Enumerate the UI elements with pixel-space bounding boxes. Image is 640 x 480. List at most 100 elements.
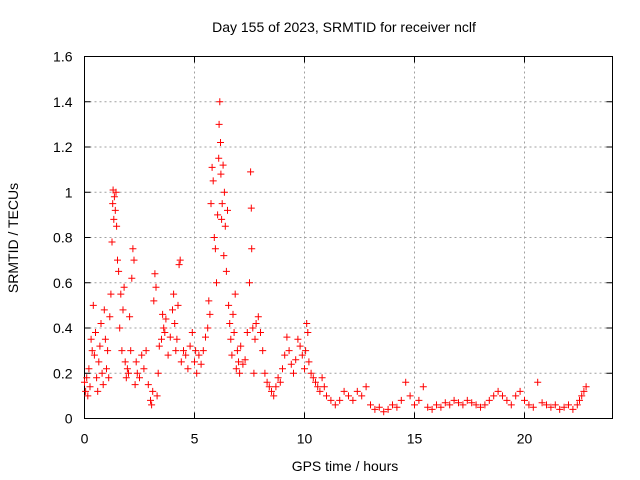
data-point [292, 356, 300, 364]
data-point [169, 306, 176, 314]
data-point [298, 351, 306, 359]
data-point [318, 374, 326, 382]
chart-title: Day 155 of 2023, SRMTID for receiver ncl… [212, 19, 476, 35]
y-tick-label: 0.2 [53, 365, 73, 381]
data-point [302, 347, 310, 355]
data-point [252, 320, 260, 327]
data-point [206, 310, 214, 318]
data-point [259, 347, 267, 355]
data-point [106, 313, 114, 321]
data-point [371, 405, 379, 413]
y-tick-label: 1.4 [53, 94, 73, 110]
data-point [129, 245, 137, 253]
data-point [384, 405, 392, 413]
data-point [115, 267, 123, 275]
grid [84, 56, 613, 419]
data-point [101, 335, 109, 343]
data-point [507, 401, 515, 409]
data-point [220, 252, 228, 260]
data-point [109, 200, 117, 208]
data-point [120, 283, 128, 291]
data-point [296, 342, 304, 350]
y-tick-label: 1.6 [53, 49, 73, 65]
data-point [402, 378, 410, 386]
data-point [199, 347, 207, 355]
data-point [116, 324, 124, 332]
data-point [142, 347, 150, 355]
data-point [219, 161, 227, 169]
data-point [459, 401, 467, 409]
data-point [303, 320, 311, 327]
data-point [450, 396, 458, 404]
data-point [294, 335, 302, 343]
data-point [472, 401, 480, 409]
data-point [173, 335, 181, 343]
data-point [274, 374, 282, 382]
data-point [272, 383, 280, 391]
data-point [248, 245, 256, 253]
data-point [525, 401, 533, 409]
data-point [182, 351, 190, 359]
data-point [437, 403, 445, 411]
data-point [175, 261, 183, 269]
data-point [249, 324, 257, 332]
data-point [208, 163, 216, 171]
data-point [150, 297, 158, 305]
data-point [228, 351, 236, 359]
data-point [166, 333, 174, 341]
data-point [209, 177, 217, 185]
data-point [97, 320, 105, 327]
data-point [186, 342, 194, 350]
data-point [247, 204, 255, 212]
data-point [485, 396, 493, 404]
data-point [149, 387, 157, 395]
data-point [241, 356, 249, 364]
data-point [117, 290, 125, 298]
data-point [314, 383, 322, 391]
data-point [226, 320, 234, 327]
data-point [304, 329, 312, 336]
data-point [111, 206, 119, 214]
data-point [503, 396, 511, 404]
data-point [279, 365, 286, 373]
y-tick-label: 0.8 [53, 230, 73, 246]
data-point [216, 98, 224, 106]
data-point [171, 320, 179, 327]
data-point [419, 383, 427, 391]
data-point [512, 392, 520, 400]
data-point [547, 403, 555, 411]
data-point [159, 310, 167, 318]
x-tick-label: 5 [191, 431, 199, 447]
data-point [122, 374, 130, 382]
data-point [551, 401, 559, 409]
data-point [312, 378, 319, 386]
data-point [112, 188, 120, 196]
data-point [358, 392, 366, 400]
data-point [123, 365, 131, 373]
data-point [424, 403, 432, 411]
data-point [136, 374, 143, 382]
data-point [331, 401, 339, 409]
plot-frame [84, 56, 613, 419]
data-point [323, 392, 330, 400]
data-point [210, 234, 218, 241]
data-point [92, 329, 99, 336]
data-point [301, 365, 308, 373]
data-point [191, 358, 198, 366]
data-point [161, 329, 169, 336]
data-point [516, 387, 524, 395]
data-point [569, 405, 577, 413]
data-point [499, 392, 506, 400]
data-point [121, 358, 129, 366]
data-point [211, 245, 219, 253]
data-point [154, 369, 162, 377]
x-tick-label: 10 [297, 431, 313, 447]
data-point [84, 392, 92, 400]
data-point [441, 399, 449, 407]
data-point [246, 279, 253, 287]
data-point [113, 222, 121, 230]
data-point [433, 401, 440, 409]
data-point [367, 401, 374, 409]
data-point [481, 401, 489, 409]
data-point [160, 324, 168, 332]
